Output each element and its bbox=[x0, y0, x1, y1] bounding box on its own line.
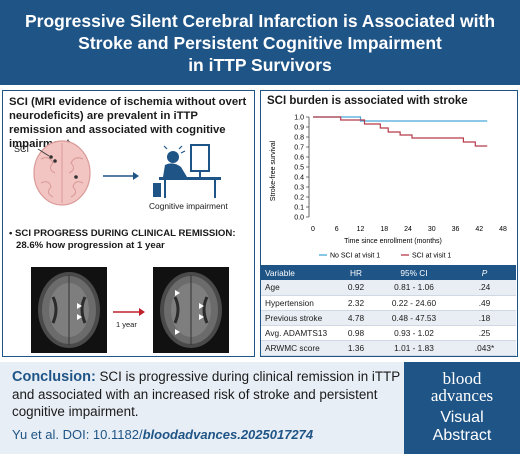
cell-p: .18 bbox=[453, 310, 516, 326]
y-tick-label: 0.0 bbox=[294, 214, 304, 221]
red-arrow-icon bbox=[113, 308, 145, 316]
page-title: Progressive Silent Cerebral Infarction i… bbox=[24, 10, 496, 75]
citation-doi: bloodadvances.2025017274 bbox=[142, 427, 314, 442]
logo-line-3: Visual bbox=[440, 409, 484, 426]
blood-advances-logo: blood advances Visual Abstract bbox=[404, 362, 520, 454]
header-ci: 95% CI bbox=[375, 265, 453, 280]
right-panel-heading: SCI burden is associated with stroke bbox=[267, 95, 468, 107]
cell-ci: 0.22 - 24.60 bbox=[375, 295, 453, 311]
logo-line-4: Abstract bbox=[432, 427, 492, 444]
sci-prevalence-panel: SCI (MRI evidence of ischemia without ov… bbox=[2, 90, 255, 357]
cell-p: .043* bbox=[453, 340, 516, 356]
cell-ci: 0.81 - 1.06 bbox=[375, 280, 453, 296]
conclusion-label: Conclusion: bbox=[12, 369, 96, 385]
x-axis-label: Time since enrollment (months) bbox=[344, 238, 442, 245]
person-at-desk-icon bbox=[153, 144, 221, 198]
x-tick-label: 6 bbox=[335, 226, 339, 233]
conclusion-text: Conclusion: SCI is progressive during cl… bbox=[12, 368, 402, 420]
legend: No SCI at visit 1 SCI at visit 1 bbox=[319, 253, 451, 260]
cell-hr: 2.32 bbox=[337, 295, 375, 311]
x-tick-label: 0 bbox=[311, 226, 315, 233]
table-row: Hypertension 2.32 0.22 - 24.60 .49 bbox=[261, 295, 516, 311]
cell-hr: 0.98 bbox=[337, 325, 375, 341]
cell-ci: 1.01 - 1.83 bbox=[375, 340, 453, 356]
citation-prefix: Yu et al. DOI: 10.1182/ bbox=[12, 427, 143, 442]
table-row: Age 0.92 0.81 - 1.06 .24 bbox=[261, 280, 516, 296]
y-tick-label: 0.9 bbox=[294, 124, 304, 131]
cell-variable: Age bbox=[261, 280, 337, 296]
legend-label-no-sci: No SCI at visit 1 bbox=[330, 253, 380, 260]
y-tick-label: 0.2 bbox=[294, 194, 304, 201]
citation: Yu et al. DOI: 10.1182/bloodadvances.202… bbox=[12, 427, 313, 442]
y-tick-label: 1.0 bbox=[294, 114, 304, 121]
y-tick-label: 0.1 bbox=[294, 204, 304, 211]
conclusion-body: SCI is progressive during clinical remis… bbox=[12, 369, 400, 419]
sci-label: SCI bbox=[14, 144, 30, 154]
cognitive-impairment-label: Cognitive impairment bbox=[149, 201, 228, 211]
cell-p: .49 bbox=[453, 295, 516, 311]
header-p: P bbox=[453, 265, 516, 280]
one-year-label: 1 year bbox=[116, 320, 137, 329]
x-tick-label: 18 bbox=[380, 226, 388, 233]
left-panel-heading: SCI (MRI evidence of ischemia without ov… bbox=[9, 96, 247, 150]
y-tick-label: 0.6 bbox=[294, 154, 304, 161]
cell-ci: 0.48 - 47.53 bbox=[375, 310, 453, 326]
legend-label-sci: SCI at visit 1 bbox=[412, 253, 451, 260]
y-tick-label: 0.7 bbox=[294, 144, 304, 151]
stroke-association-panel: SCI burden is associated with stroke 0.0… bbox=[260, 90, 518, 357]
cell-variable: Avg. ADAMTS13 bbox=[261, 325, 337, 341]
header-variable: Variable bbox=[261, 265, 337, 280]
cell-hr: 0.92 bbox=[337, 280, 375, 296]
x-tick-label: 36 bbox=[452, 226, 460, 233]
cell-variable: Hypertension bbox=[261, 295, 337, 311]
cell-hr: 4.78 bbox=[337, 310, 375, 326]
series-line-sci bbox=[313, 116, 488, 147]
cell-ci: 0.93 - 1.02 bbox=[375, 325, 453, 341]
table-row: Avg. ADAMTS13 0.98 0.93 - 1.02 .25 bbox=[261, 325, 516, 341]
cell-p: .24 bbox=[453, 280, 516, 296]
cell-hr: 1.36 bbox=[337, 340, 375, 356]
mri-scan-one-year bbox=[153, 267, 229, 353]
mri-scan-baseline bbox=[31, 267, 107, 353]
table-row: ARWMC score 1.36 1.01 - 1.83 .043* bbox=[261, 340, 516, 356]
logo-line-1: blood bbox=[442, 369, 482, 388]
title-banner: Progressive Silent Cerebral Infarction i… bbox=[0, 0, 520, 88]
table-row: Previous stroke 4.78 0.48 - 47.53 .18 bbox=[261, 310, 516, 326]
x-tick-label: 24 bbox=[404, 226, 412, 233]
arrow-right-icon bbox=[103, 172, 139, 180]
x-tick-label: 42 bbox=[475, 226, 483, 233]
x-tick-label: 30 bbox=[428, 226, 436, 233]
cox-regression-table: Variable HR 95% CI P Age 0.92 0.81 - 1.0… bbox=[261, 265, 516, 356]
cell-variable: Previous stroke bbox=[261, 310, 337, 326]
survival-chart: 0.0 0.1 0.2 0.3 0.4 0.5 0.6 0.7 0.8 0.9 1.0 0 6 12 18… bbox=[270, 114, 507, 260]
x-tick-label: 12 bbox=[357, 226, 365, 233]
y-tick-label: 0.8 bbox=[294, 134, 304, 141]
y-tick-label: 0.4 bbox=[294, 174, 304, 181]
y-axis-label: Stroke-free survival bbox=[270, 140, 277, 201]
logo-line-2: advances bbox=[430, 386, 494, 405]
brain-illustration bbox=[33, 140, 91, 206]
conclusion-banner: Conclusion: SCI is progressive during cl… bbox=[0, 362, 520, 454]
header-hr: HR bbox=[337, 265, 375, 280]
table-header-row: Variable HR 95% CI P bbox=[261, 265, 516, 280]
progression-bullet: • SCI PROGRESS DURING CLINICAL REMISSION… bbox=[9, 228, 236, 251]
y-tick-label: 0.5 bbox=[294, 164, 304, 171]
cell-p: .25 bbox=[453, 325, 516, 341]
x-tick-label: 48 bbox=[499, 226, 507, 233]
cell-variable: ARWMC score bbox=[261, 340, 337, 356]
y-tick-label: 0.3 bbox=[294, 184, 304, 191]
